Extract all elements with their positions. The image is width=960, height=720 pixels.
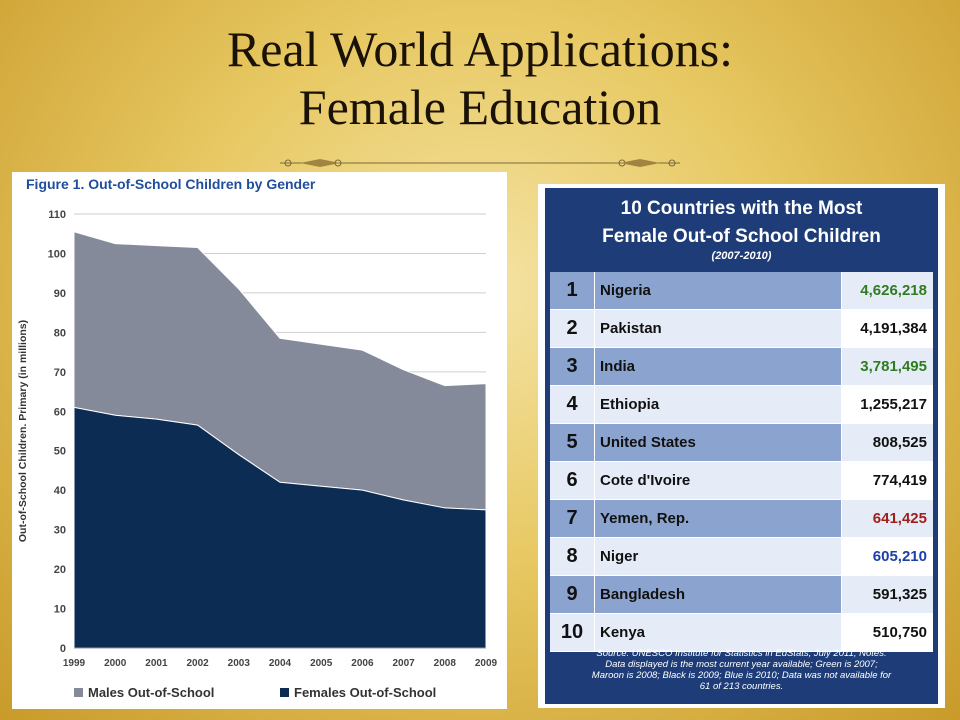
- value-cell: 510,750: [841, 614, 933, 651]
- rank-cell: 8: [550, 538, 595, 575]
- value-cell: 808,525: [841, 424, 933, 461]
- table-row: 7 Yemen, Rep. 641,425: [550, 500, 933, 538]
- value-cell: 774,419: [841, 462, 933, 499]
- table-title-line2: Female Out-of School Children: [602, 226, 881, 247]
- y-tick-label: 100: [48, 248, 66, 260]
- rank-cell: 5: [550, 424, 595, 461]
- table-row: 6 Cote d'Ivoire 774,419: [550, 462, 933, 500]
- table-row: 5 United States 808,525: [550, 424, 933, 462]
- chart-panel: Figure 1. Out-of-School Children by Gend…: [12, 172, 507, 709]
- x-tick-label: 2007: [392, 658, 415, 669]
- y-tick-label: 50: [54, 446, 66, 458]
- table-title-years: (2007-2010): [711, 250, 772, 262]
- rank-cell: 3: [550, 348, 595, 385]
- legend-label: Males Out-of-School: [88, 685, 214, 700]
- rank-cell: 7: [550, 500, 595, 537]
- country-cell: United States: [600, 434, 696, 451]
- legend-swatch: [74, 688, 83, 697]
- y-tick-label: 80: [54, 327, 66, 339]
- value-cell: 1,255,217: [841, 386, 933, 423]
- source-line: 61 of 213 countries.: [699, 681, 784, 692]
- y-axis-label: Out-of-School Children. Primary (in mill…: [17, 320, 29, 542]
- value-cell: 605,210: [841, 538, 933, 575]
- rank-cell: 10: [550, 614, 595, 651]
- y-tick-label: 90: [54, 288, 66, 300]
- x-tick-label: 2001: [145, 658, 168, 669]
- table-row: 10 Kenya 510,750: [550, 614, 933, 652]
- source-line: Maroon is 2008; Black is 2009; Blue is 2…: [591, 670, 892, 681]
- x-tick-label: 2003: [228, 658, 251, 669]
- chart-title: Figure 1. Out-of-School Children by Gend…: [26, 176, 316, 192]
- table-row: 8 Niger 605,210: [550, 538, 933, 576]
- x-tick-label: 2004: [269, 658, 292, 669]
- y-tick-label: 10: [54, 604, 66, 616]
- x-tick-label: 2008: [434, 658, 457, 669]
- y-tick-label: 70: [54, 367, 66, 379]
- ranking-table: 10 Countries with the Most Female Out-of…: [545, 188, 938, 704]
- country-cell: Niger: [600, 548, 639, 565]
- country-cell: Ethiopia: [600, 396, 660, 413]
- source-line: Data displayed is the most current year …: [605, 659, 878, 670]
- area-chart: 0 10 20 30 40 50 60 70 80 90 100 110 1999 2000 2001 200…: [17, 209, 498, 700]
- source-line: Source: UNESCO Institute for Statistics …: [596, 648, 887, 659]
- value-cell: 4,191,384: [841, 310, 933, 347]
- table-row: 9 Bangladesh 591,325: [550, 576, 933, 614]
- table-title-line1: 10 Countries with the Most: [620, 198, 863, 219]
- y-tick-label: 60: [54, 406, 66, 418]
- country-cell: Nigeria: [600, 282, 651, 299]
- rank-cell: 2: [550, 310, 595, 347]
- value-cell: 591,325: [841, 576, 933, 613]
- rank-cell: 6: [550, 462, 595, 499]
- value-cell: 641,425: [841, 500, 933, 537]
- slide-title-line2: Female Education: [298, 79, 662, 135]
- value-cell: 4,626,218: [841, 272, 933, 309]
- x-tick-label: 1999: [63, 658, 86, 669]
- value-cell: 3,781,495: [841, 348, 933, 385]
- table-row: 1 Nigeria 4,626,218: [550, 272, 933, 310]
- table-rows: 1 Nigeria 4,626,218 2 Pakistan 4,191,384 3 Indi…: [550, 272, 933, 652]
- x-tick-label: 2000: [104, 658, 127, 669]
- table-row: 2 Pakistan 4,191,384: [550, 310, 933, 348]
- y-tick-label: 110: [48, 209, 66, 221]
- legend-label: Females Out-of-School: [294, 685, 436, 700]
- country-cell: Yemen, Rep.: [600, 510, 690, 527]
- country-cell: India: [600, 358, 636, 375]
- country-cell: Kenya: [600, 624, 646, 641]
- ornament-divider: [280, 159, 680, 167]
- x-tick-label: 2005: [310, 658, 333, 669]
- x-tick-label: 2002: [186, 658, 209, 669]
- table-source-note: Source: UNESCO Institute for Statistics …: [555, 648, 928, 692]
- country-cell: Pakistan: [600, 320, 662, 337]
- legend-swatch: [280, 688, 289, 697]
- country-cell: Bangladesh: [600, 586, 686, 603]
- table-row: 3 India 3,781,495: [550, 348, 933, 386]
- table-panel: 10 Countries with the Most Female Out-of…: [538, 184, 945, 708]
- rank-cell: 1: [550, 272, 595, 309]
- slide-title: Real World Applications: Female Educatio…: [0, 20, 960, 136]
- y-tick-label: 30: [54, 525, 66, 537]
- y-tick-label: 40: [54, 485, 66, 497]
- country-cell: Cote d'Ivoire: [600, 472, 691, 489]
- rank-cell: 4: [550, 386, 595, 423]
- table-row: 4 Ethiopia 1,255,217: [550, 386, 933, 424]
- table-header: 10 Countries with the Most Female Out-of…: [545, 188, 938, 270]
- y-tick-label: 20: [54, 564, 66, 576]
- x-tick-label: 2006: [351, 658, 374, 669]
- y-tick-label: 0: [60, 643, 66, 655]
- x-tick-label: 2009: [475, 658, 498, 669]
- rank-cell: 9: [550, 576, 595, 613]
- slide-title-line1: Real World Applications:: [226, 21, 734, 77]
